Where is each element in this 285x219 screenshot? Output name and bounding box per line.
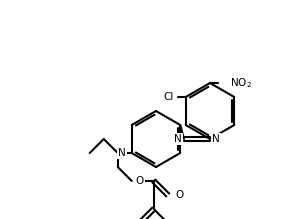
Text: NO$_2$: NO$_2$ [230, 76, 252, 90]
Text: N: N [118, 148, 126, 158]
Text: N: N [212, 134, 220, 144]
Text: Cl: Cl [163, 92, 174, 102]
Text: O: O [136, 176, 144, 186]
Text: N: N [174, 134, 182, 144]
Text: O: O [176, 190, 184, 200]
